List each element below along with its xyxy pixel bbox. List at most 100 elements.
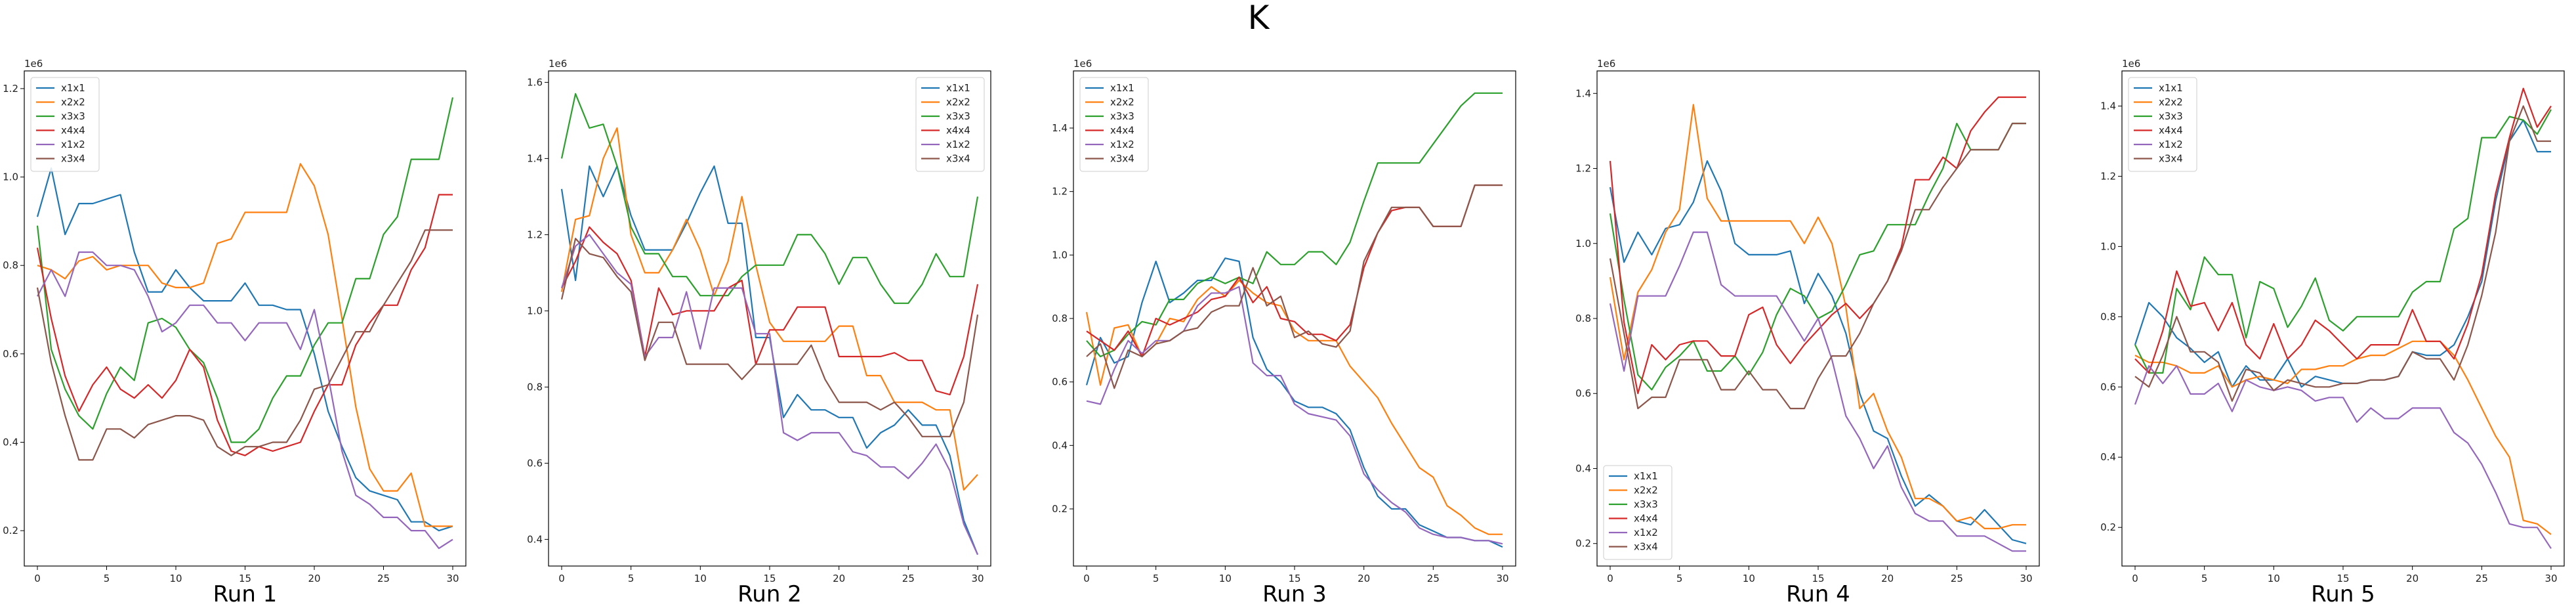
legend: x1x1 x2x2 x3x3 x4x4 x1x2 x3x4: [2128, 77, 2197, 172]
x-tick-label: 15: [1288, 573, 1300, 584]
y-tick-label: 1.4: [2100, 100, 2116, 112]
x-tick-label: 0: [1607, 573, 1613, 584]
y-tick-label: 1.2: [1575, 163, 1591, 175]
series-line-x3x3: [36, 97, 454, 443]
y-tick-label: 0.8: [2100, 311, 2116, 322]
y-tick-label: 1.4: [527, 152, 543, 164]
x-tick-label: 5: [1676, 573, 1683, 584]
legend-label: x1x2: [2159, 139, 2183, 150]
legend-label: x3x4: [61, 153, 85, 165]
series-line-x2x2: [1609, 104, 2026, 530]
x-tick-label: 25: [1951, 573, 1963, 584]
x-tick-label: 10: [1219, 573, 1232, 584]
y-tick-label: 0.4: [1575, 462, 1591, 474]
y-tick-label: 0.8: [527, 381, 543, 393]
y-offset-label: 1e6: [2122, 58, 2140, 70]
y-offset-label: 1e6: [24, 58, 43, 70]
chart-panel-run-3: 0 5 10 15 20 25 30 0.2 0.4 0.6 0.8 1.0 1.2 1.4 1e6 x1x1…: [1052, 58, 1516, 607]
legend-label: x3x4: [2159, 153, 2183, 165]
legend-frame: [2128, 77, 2197, 172]
legend-label: x1x2: [1110, 139, 1134, 150]
series-line-x1x2: [1609, 231, 2026, 552]
x-tick-label: 25: [1427, 573, 1440, 584]
legend-label: x4x4: [1110, 125, 1134, 137]
legend-label: x3x4: [946, 153, 970, 165]
legend-frame: [1603, 465, 1672, 560]
y-tick-label: 0.8: [3, 259, 18, 271]
x-tick-label: 0: [2132, 573, 2138, 584]
x-tick-label: 20: [308, 573, 320, 584]
chart-panel-run-1: 0 5 10 15 20 25 30 0.2 0.4 0.6 0.8 1.0 1.2 1e6 x1x1 x2x…: [3, 58, 467, 607]
series-line-x3x3: [1086, 92, 1503, 358]
legend-frame: [1079, 77, 1149, 172]
legend: x1x1 x2x2 x3x3 x4x4 x1x2 x3x4: [30, 77, 100, 172]
series-line-x4x4: [561, 226, 979, 396]
y-tick-label: 0.2: [2100, 521, 2116, 533]
legend-label: x1x1: [61, 82, 85, 94]
run-label: Run 5: [2311, 581, 2375, 607]
legend-frame: [915, 77, 985, 172]
x-tick-label: 25: [2476, 573, 2488, 584]
series-line-x3x4: [1086, 184, 1503, 389]
run-label: Run 3: [1262, 581, 1327, 607]
legend-label: x3x3: [1634, 498, 1658, 510]
legend-label: x3x3: [946, 110, 970, 122]
legend: x1x1 x2x2 x3x3 x4x4 x1x2 x3x4: [1079, 77, 1149, 172]
series-line-x3x3: [2134, 109, 2552, 374]
x-tick-label: 20: [1881, 573, 1894, 584]
x-tick-label: 25: [377, 573, 390, 584]
x-tick-label: 30: [446, 573, 459, 584]
x-tick-label: 15: [239, 573, 251, 584]
legend-label: x1x2: [946, 139, 970, 150]
y-tick-label: 0.2: [3, 525, 18, 536]
chart-panel-run-2: 0 5 10 15 20 25 30 0.4 0.6 0.8 1.0 1.2 1.4 1.6 1e6 x1x1…: [527, 58, 991, 607]
y-tick-label: 0.8: [1052, 313, 1068, 324]
y-tick-label: 1.0: [1052, 249, 1068, 261]
x-tick-label: 0: [558, 573, 565, 584]
x-tick-label: 20: [833, 573, 845, 584]
x-tick-label: 0: [1083, 573, 1090, 584]
legend-label: x1x1: [2159, 82, 2183, 94]
x-tick-label: 15: [763, 573, 776, 584]
y-tick-label: 1.4: [1052, 122, 1068, 134]
run-label: Run 4: [1786, 581, 1850, 607]
y-tick-label: 1.2: [527, 229, 543, 240]
y-tick-label: 1.0: [1575, 238, 1591, 250]
y-tick-label: 1.2: [2100, 170, 2116, 182]
y-tick-label: 0.4: [1052, 439, 1068, 451]
x-tick-label: 0: [34, 573, 41, 584]
chart-panel-run-4: 0 5 10 15 20 25 30 0.2 0.4 0.6 0.8 1.0 1.2 1.4 1e6 x1x1…: [1575, 58, 2040, 607]
legend: x1x1 x2x2 x3x3 x4x4 x1x2 x3x4: [1603, 465, 1672, 560]
x-tick-label: 25: [902, 573, 915, 584]
y-tick-label: 0.6: [2100, 381, 2116, 393]
legend-label: x3x4: [1634, 541, 1658, 553]
series-line-x3x4: [2134, 105, 2551, 402]
y-tick-label: 1.6: [527, 76, 543, 88]
series-line-x2x2: [37, 163, 453, 527]
y-tick-label: 1.0: [3, 171, 18, 183]
x-tick-label: 5: [628, 573, 634, 584]
y-offset-label: 1e6: [549, 58, 567, 70]
legend-label: x4x4: [946, 125, 970, 137]
y-tick-label: 0.4: [3, 437, 18, 448]
x-tick-label: 10: [169, 573, 182, 584]
x-tick-label: 20: [2406, 573, 2419, 584]
legend-label: x2x2: [1110, 97, 1134, 108]
y-tick-label: 0.4: [527, 533, 543, 545]
series-line-x1x1: [36, 167, 453, 532]
series-line-x2x2: [2134, 340, 2552, 535]
x-tick-label: 10: [1743, 573, 1755, 584]
y-tick-label: 0.6: [1052, 376, 1068, 388]
series-line-x2x2: [560, 127, 978, 491]
legend-label: x1x2: [61, 139, 85, 150]
x-tick-label: 15: [1812, 573, 1824, 584]
series-line-x1x2: [2134, 365, 2552, 549]
legend-frame: [30, 77, 100, 172]
y-tick-label: 0.8: [1575, 313, 1591, 324]
run-label: Run 2: [737, 581, 802, 607]
y-tick-label: 0.2: [1052, 503, 1068, 515]
series-line-x3x4: [560, 238, 979, 437]
legend-label: x3x3: [1110, 110, 1134, 122]
x-tick-label: 10: [694, 573, 707, 584]
series-line-x3x3: [560, 93, 979, 304]
